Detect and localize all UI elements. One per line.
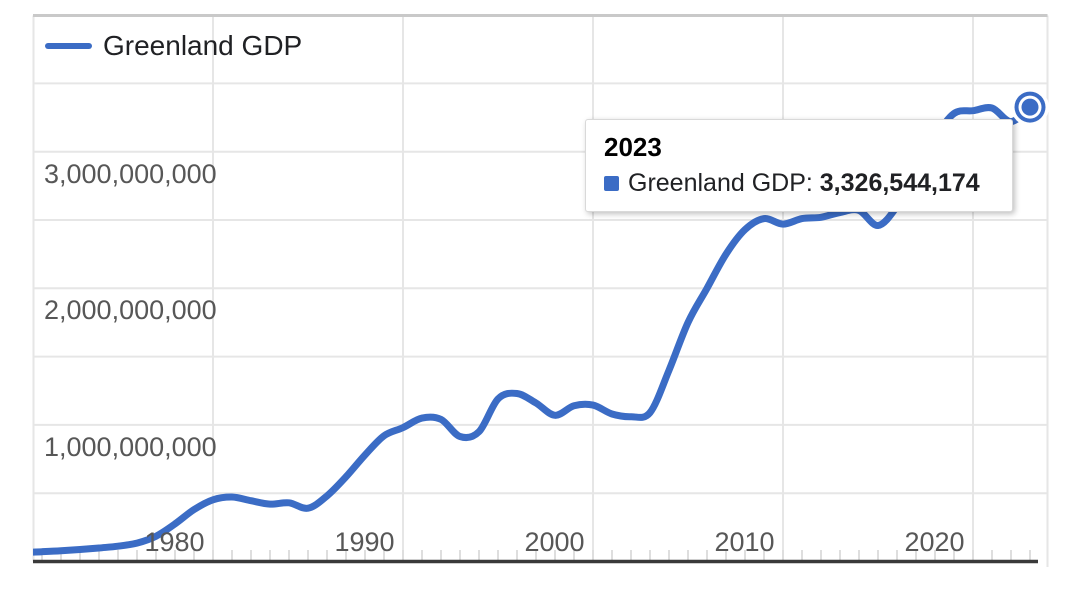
marker-dot <box>1021 98 1039 116</box>
legend-label: Greenland GDP <box>103 30 303 61</box>
tooltip-series-label: Greenland GDP <box>628 169 806 197</box>
selected-point-marker[interactable] <box>1011 88 1049 127</box>
y-axis-label: 3,000,000,000 <box>44 158 217 189</box>
legend-line-swatch <box>45 43 92 49</box>
x-axis-label: 2010 <box>714 527 775 557</box>
tooltip-year: 2023 <box>604 132 662 162</box>
tooltip-value: 3,326,544,174 <box>819 169 980 197</box>
legend-item-greenland-gdp[interactable]: Greenland GDP <box>45 30 302 62</box>
y-axis-label: 1,000,000,000 <box>44 431 217 462</box>
hover-tooltip: 2023 Greenland GDP : 3,326,544,174 <box>585 119 1013 212</box>
y-axis-label: 2,000,000,000 <box>44 295 217 326</box>
tooltip-series-row: Greenland GDP : 3,326,544,174 <box>604 169 994 198</box>
x-axis-label: 1990 <box>334 527 395 557</box>
x-axis-label: 2000 <box>524 527 585 557</box>
x-axis-label: 1980 <box>144 527 205 557</box>
x-axis-label: 2020 <box>904 527 965 557</box>
tooltip-separator: : <box>805 169 820 197</box>
tooltip-series-swatch <box>604 176 619 191</box>
